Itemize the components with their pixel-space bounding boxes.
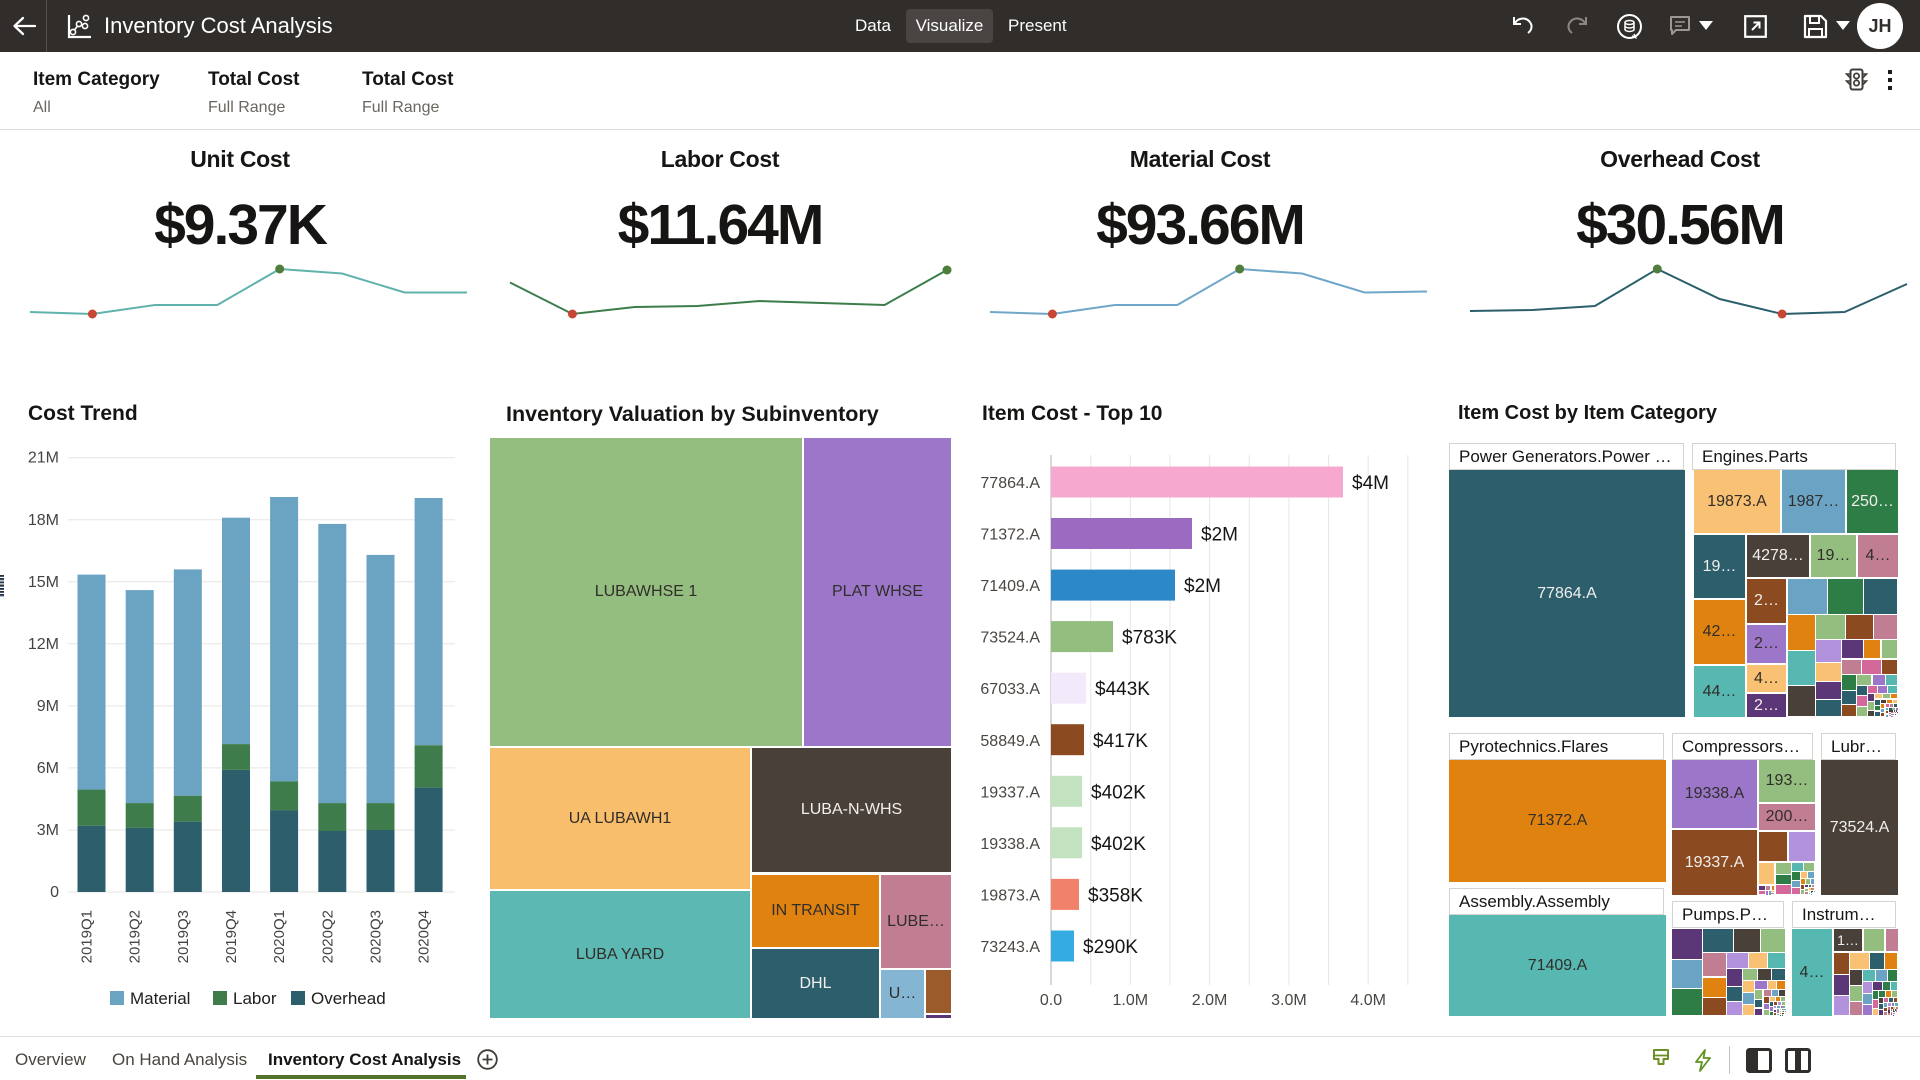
svg-text:9M: 9M <box>37 698 59 715</box>
svg-text:$4M: $4M <box>1352 473 1389 494</box>
svg-text:71409.A: 71409.A <box>980 578 1040 595</box>
svg-text:19337.A: 19337.A <box>980 784 1040 801</box>
svg-text:12M: 12M <box>28 636 59 653</box>
svg-text:$402K: $402K <box>1091 834 1146 855</box>
svg-text:19873.A: 19873.A <box>980 887 1040 904</box>
svg-text:21M: 21M <box>28 450 59 467</box>
svg-text:4.0M: 4.0M <box>1350 992 1386 1009</box>
svg-text:1.0M: 1.0M <box>1113 992 1149 1009</box>
svg-text:0.0: 0.0 <box>1040 992 1062 1009</box>
svg-text:15M: 15M <box>28 574 59 591</box>
svg-text:2020Q1: 2020Q1 <box>271 910 288 963</box>
svg-text:$417K: $417K <box>1093 731 1148 752</box>
svg-text:3M: 3M <box>37 822 59 839</box>
svg-text:$2M: $2M <box>1184 576 1221 597</box>
svg-text:$358K: $358K <box>1088 885 1143 906</box>
svg-text:67033.A: 67033.A <box>980 681 1040 698</box>
svg-text:2019Q4: 2019Q4 <box>223 910 240 963</box>
svg-text:2020Q2: 2020Q2 <box>319 910 336 963</box>
svg-text:$443K: $443K <box>1095 679 1150 700</box>
svg-text:6M: 6M <box>37 760 59 777</box>
svg-text:2019Q2: 2019Q2 <box>127 910 144 963</box>
svg-text:0: 0 <box>50 884 59 901</box>
svg-text:Material: Material <box>130 989 190 1008</box>
svg-text:2020Q4: 2020Q4 <box>416 910 433 963</box>
svg-text:Labor: Labor <box>233 989 277 1008</box>
svg-text:Overhead: Overhead <box>311 989 386 1008</box>
svg-text:73243.A: 73243.A <box>980 939 1040 956</box>
svg-text:$783K: $783K <box>1122 628 1177 649</box>
svg-text:19338.A: 19338.A <box>980 836 1040 853</box>
svg-text:77864.A: 77864.A <box>980 475 1040 492</box>
svg-text:2019Q3: 2019Q3 <box>175 910 192 963</box>
svg-text:2.0M: 2.0M <box>1192 992 1228 1009</box>
svg-text:73524.A: 73524.A <box>980 630 1040 647</box>
svg-text:2019Q1: 2019Q1 <box>79 910 96 963</box>
svg-text:58849.A: 58849.A <box>980 733 1040 750</box>
svg-text:3.0M: 3.0M <box>1271 992 1307 1009</box>
svg-text:$402K: $402K <box>1091 782 1146 803</box>
svg-text:2020Q3: 2020Q3 <box>368 910 385 963</box>
svg-text:71372.A: 71372.A <box>980 527 1040 544</box>
svg-text:$290K: $290K <box>1083 937 1138 958</box>
svg-text:18M: 18M <box>28 512 59 529</box>
svg-text:$2M: $2M <box>1201 525 1238 546</box>
